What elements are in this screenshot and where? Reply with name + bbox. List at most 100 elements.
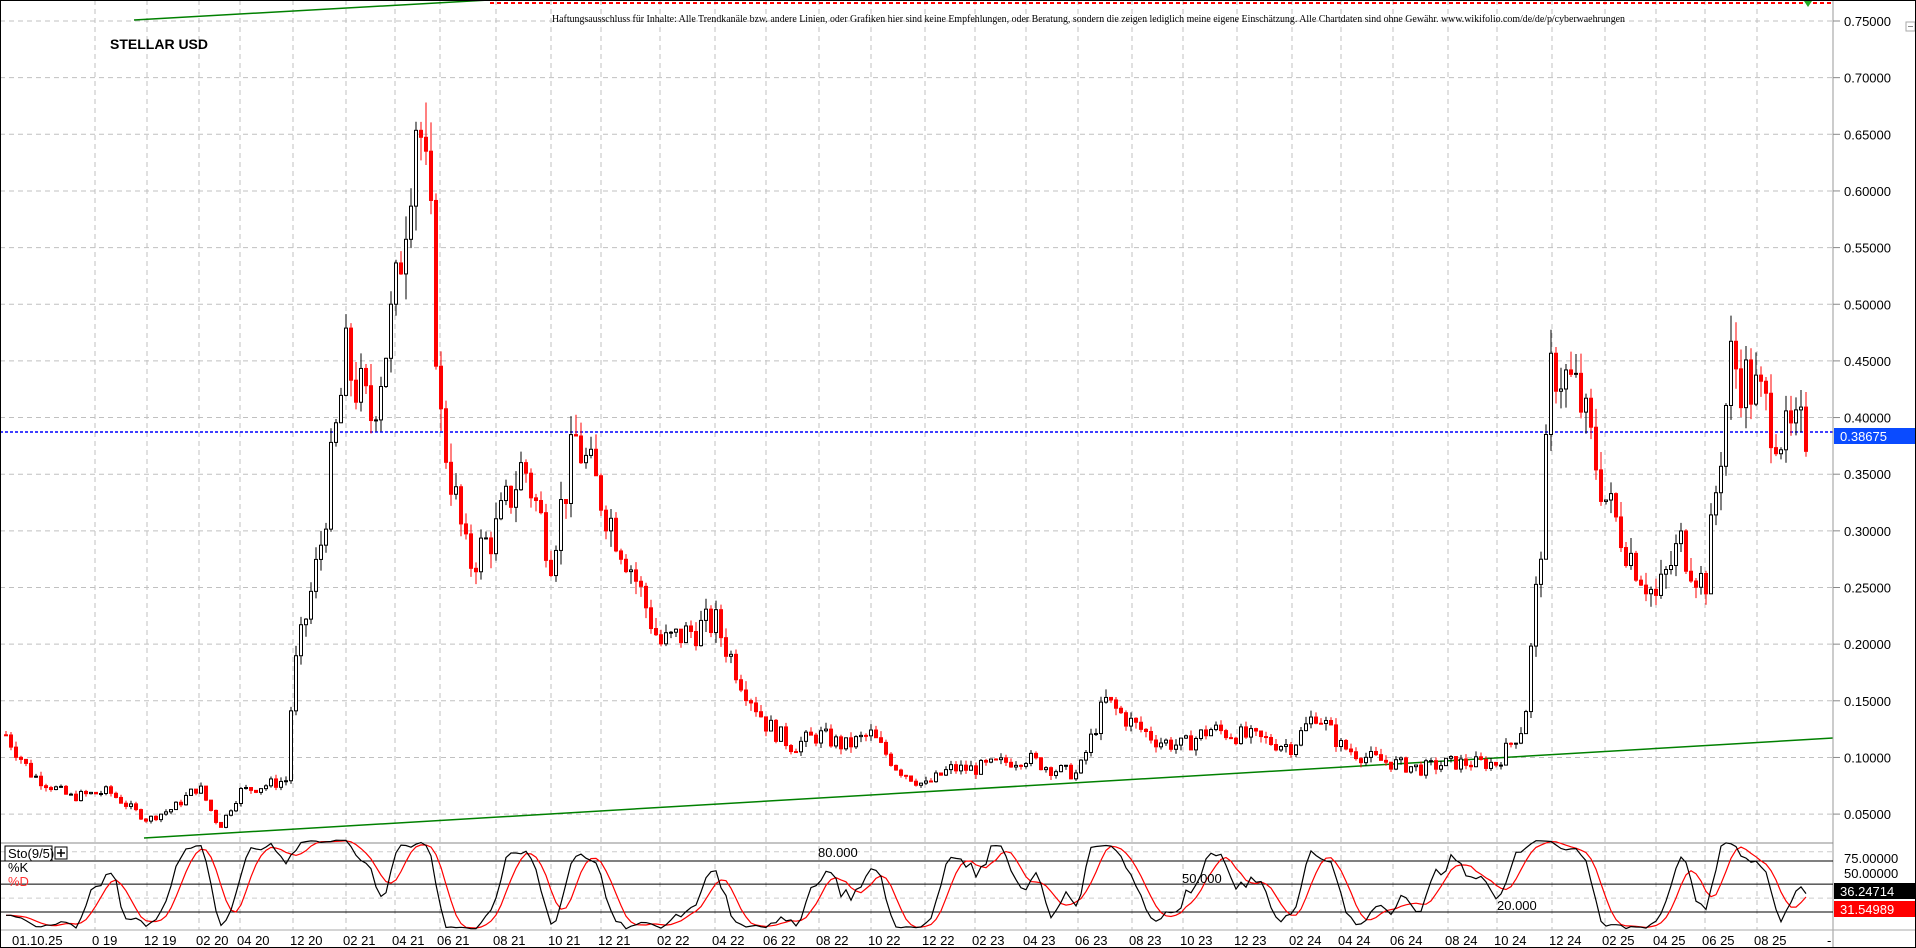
candle: [1424, 758, 1428, 779]
indicator-name[interactable]: Sto(9/5): [8, 846, 54, 861]
candle: [689, 620, 693, 639]
candle: [939, 772, 943, 776]
candle: [1279, 745, 1283, 752]
candle-body: [669, 631, 673, 634]
candle: [809, 727, 813, 736]
candle: [854, 735, 858, 749]
candle-body: [1549, 352, 1553, 435]
candle-body: [874, 729, 878, 739]
candle: [1684, 529, 1688, 574]
candle: [1639, 575, 1643, 586]
candle: [879, 731, 883, 744]
candle: [309, 582, 313, 625]
indicator-name-box[interactable]: [4, 845, 53, 862]
candle: [429, 122, 433, 215]
candle: [164, 809, 168, 816]
candle: [109, 784, 113, 797]
candle: [949, 760, 953, 775]
candle-body: [589, 448, 593, 456]
candle-body: [204, 785, 208, 801]
candle: [279, 777, 283, 791]
candle-body: [1349, 748, 1353, 753]
candle: [1229, 733, 1233, 740]
candle-body: [624, 558, 628, 573]
candle: [1749, 348, 1753, 420]
candle-body: [529, 472, 533, 499]
candle: [59, 784, 63, 788]
candle: [1354, 747, 1358, 761]
y-tick-label: 0.15000: [1844, 694, 1891, 709]
candle: [439, 351, 443, 432]
d-value: 31.54989: [1840, 902, 1894, 917]
candle-body: [129, 803, 133, 807]
candle-body: [1364, 756, 1368, 764]
candle-body: [1119, 707, 1123, 714]
candle: [784, 722, 788, 750]
x-tick-label: 01.10.25: [12, 933, 63, 948]
x-tick-label: 10 24: [1494, 933, 1527, 948]
candle: [1444, 757, 1448, 767]
candle-body: [1629, 552, 1633, 567]
candle: [824, 722, 828, 733]
candle-body: [1444, 757, 1448, 767]
x-tick-label: 02 22: [657, 933, 690, 948]
candle: [804, 730, 808, 748]
candle: [1329, 717, 1333, 726]
time-axis[interactable]: 01.10.25 0 19 12 19 02 20 04 20 12 20 02 21 04 …: [12, 933, 1831, 948]
candle-body: [1724, 404, 1728, 467]
candle-body: [479, 537, 483, 573]
d-value-badge: [1834, 901, 1916, 917]
candle-body: [1759, 374, 1763, 382]
candle-body: [724, 637, 728, 657]
candle: [749, 698, 753, 711]
candle: [519, 451, 523, 491]
y-tick-label: 0.25000: [1844, 581, 1891, 596]
candle-body: [299, 624, 303, 657]
candle-body: [139, 809, 143, 820]
candle-body: [409, 205, 413, 240]
candle: [104, 785, 108, 796]
candle: [1364, 752, 1368, 766]
candle-body: [344, 327, 348, 396]
candle-body: [1134, 717, 1138, 723]
x-tick-label: 10 23: [1180, 933, 1213, 948]
candle: [269, 776, 273, 788]
candle: [194, 788, 198, 796]
candle: [1379, 748, 1383, 761]
candle: [669, 631, 673, 639]
candle-body: [1579, 372, 1583, 413]
candle-body: [1529, 645, 1533, 713]
candle: [159, 813, 163, 823]
candle-body: [1044, 767, 1048, 771]
candle: [1789, 395, 1793, 436]
candle-body: [1404, 757, 1408, 773]
candle-body: [1289, 744, 1293, 756]
candle: [659, 629, 663, 647]
candle: [1199, 729, 1203, 741]
candle-body: [164, 811, 168, 815]
k-label: %K: [8, 860, 29, 875]
candle: [1654, 578, 1658, 606]
candle-body: [109, 786, 113, 794]
candle-body: [1309, 716, 1313, 725]
candle: [1139, 716, 1143, 733]
candle-body: [1389, 761, 1393, 770]
candle-body: [804, 731, 808, 742]
candle: [1679, 522, 1683, 553]
candle-body: [579, 435, 583, 464]
candle-body: [879, 737, 883, 743]
price-axis[interactable]: [1833, 0, 1916, 948]
candle: [1604, 499, 1608, 505]
candle-body: [84, 790, 88, 795]
candle: [1799, 390, 1803, 433]
candle-body: [324, 528, 328, 546]
x-tick-label: 12 24: [1549, 933, 1582, 948]
x-tick-label: 04 23: [1023, 933, 1056, 948]
candle-body: [749, 700, 753, 704]
candle: [1184, 734, 1188, 739]
candle-body: [1434, 760, 1438, 770]
candle-body: [229, 810, 233, 816]
candle: [1729, 315, 1733, 420]
candle-body: [434, 199, 438, 367]
